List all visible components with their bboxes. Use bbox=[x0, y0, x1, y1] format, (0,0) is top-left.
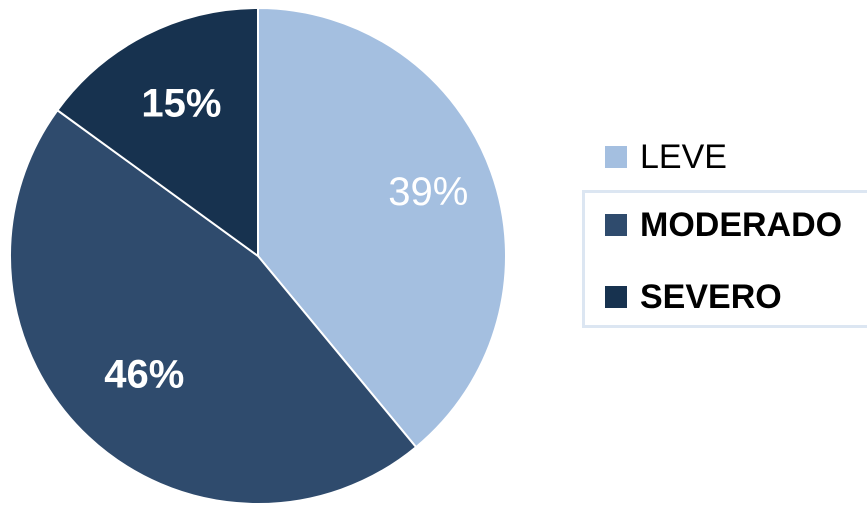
pie-slice-moderado bbox=[9, 108, 418, 505]
legend-swatch-severo bbox=[604, 285, 628, 309]
data-label-leve: 39% bbox=[388, 170, 468, 214]
legend-item-severo: SEVERO bbox=[604, 280, 782, 314]
legend-swatch-moderado bbox=[604, 213, 628, 237]
legend-highlight-box bbox=[582, 190, 867, 328]
legend-label-moderado: MODERADO bbox=[640, 206, 843, 244]
pie-slice-severo bbox=[55, 6, 259, 258]
legend-label-leve: LEVE bbox=[640, 138, 727, 176]
legend-label-severo: SEVERO bbox=[640, 278, 782, 316]
pie-slice-leve bbox=[257, 6, 507, 449]
pie-chart-plot: 39% 46% 15% bbox=[9, 6, 507, 505]
legend-item-leve: LEVE bbox=[604, 140, 727, 174]
data-label-moderado: 46% bbox=[104, 353, 184, 397]
data-label-severo: 15% bbox=[141, 81, 221, 125]
legend-item-moderado: MODERADO bbox=[604, 208, 842, 242]
legend-swatch-leve bbox=[604, 145, 628, 169]
